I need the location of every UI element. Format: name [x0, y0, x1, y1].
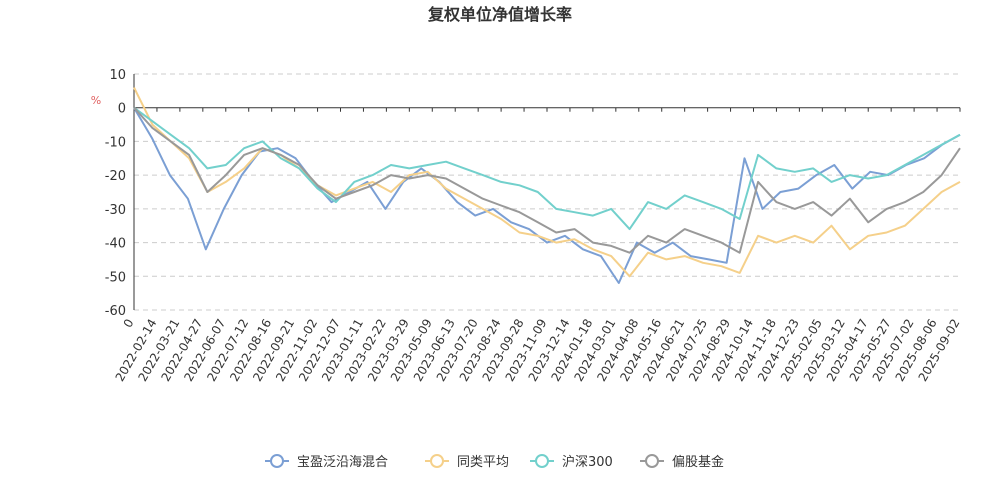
legend-item-3[interactable]: 偏股基金: [640, 454, 724, 470]
y-tick-label: -10: [105, 135, 126, 150]
y-tick-label: -20: [105, 169, 126, 184]
legend-item-2[interactable]: 沪深300: [530, 454, 613, 470]
chart-title: 复权单位净值增长率: [427, 5, 572, 24]
legend-label: 沪深300: [562, 454, 613, 470]
series-line-0: [133, 107, 961, 284]
legend-label: 偏股基金: [672, 454, 724, 470]
x-tick-label: 0: [121, 317, 137, 331]
legend-label: 同类平均: [457, 455, 509, 470]
series-line-1: [133, 87, 961, 278]
y-axis-unit: %: [91, 94, 101, 107]
legend-item-1[interactable]: 同类平均: [425, 454, 509, 470]
legend-marker-icon: [645, 454, 659, 468]
legend-marker-icon: [430, 454, 444, 468]
y-axis-ticks: 10 0 -10 -20 -30 -40 -50 -60: [105, 68, 126, 319]
y-tick-label: -30: [105, 203, 126, 218]
y-tick-label: -60: [105, 304, 126, 319]
legend-marker-icon: [270, 454, 284, 468]
series-line-3: [133, 107, 961, 254]
y-tick-label: 10: [109, 68, 126, 83]
y-tick-label: -40: [105, 237, 126, 252]
series-line-2: [133, 106, 961, 231]
series-layer: [133, 87, 961, 284]
legend-item-0[interactable]: 宝盈泛沿海混合: [265, 454, 388, 470]
y-tick-label: 0: [118, 102, 126, 117]
y-tick-label: -50: [105, 270, 126, 285]
legend: 宝盈泛沿海混合 同类平均 沪深300 偏股基金: [265, 454, 724, 470]
legend-label: 宝盈泛沿海混合: [297, 455, 388, 470]
legend-marker-icon: [535, 454, 549, 468]
